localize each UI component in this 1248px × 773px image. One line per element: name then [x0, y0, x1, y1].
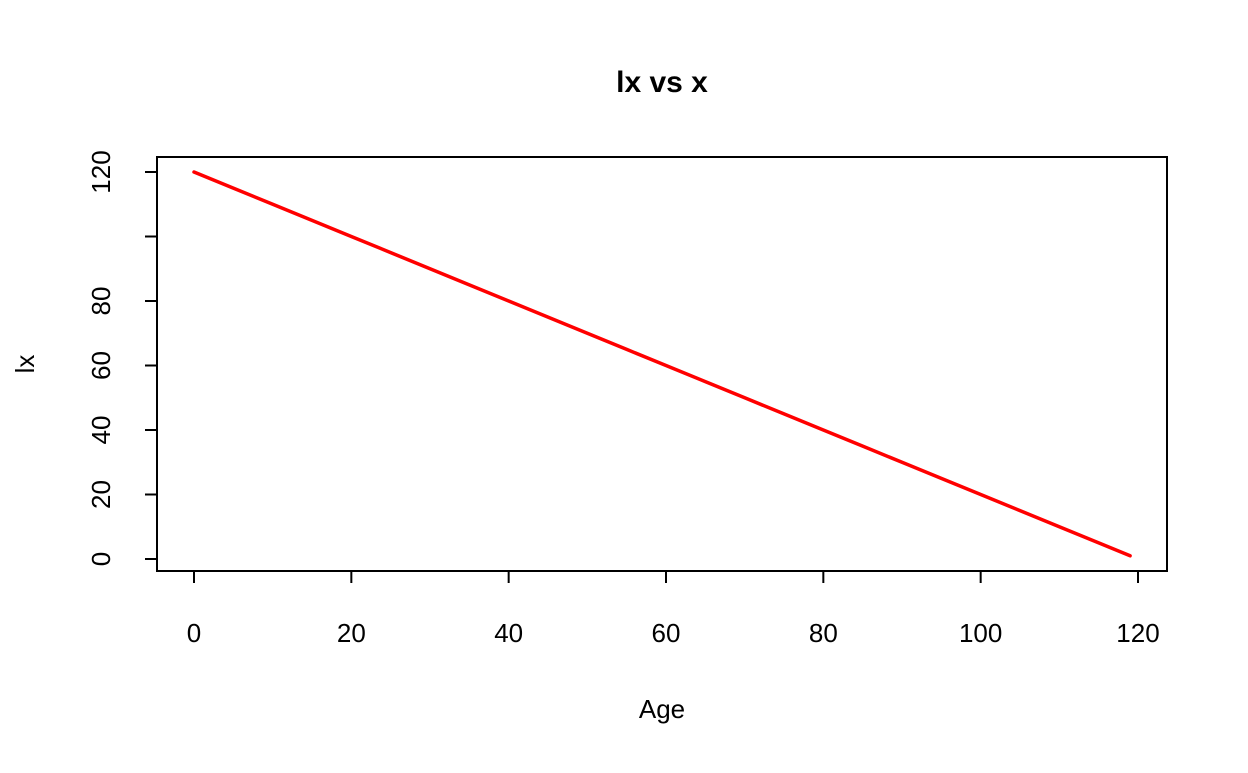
x-tick-label: 0 [187, 618, 201, 648]
x-tick-label: 60 [652, 618, 681, 648]
y-tick-label: 60 [86, 351, 116, 380]
y-axis-title: lx [10, 355, 40, 374]
y-tick-label: 80 [86, 287, 116, 316]
series-line [192, 170, 1132, 558]
chart-title: lx vs x [616, 66, 708, 99]
x-axis-title: Age [639, 694, 685, 724]
x-tick-label: 40 [494, 618, 523, 648]
x-tick-label: 80 [809, 618, 838, 648]
y-tick-label: 120 [86, 150, 116, 193]
y-tick-label: 40 [86, 416, 116, 445]
x-tick-label: 20 [337, 618, 366, 648]
x-axis: 0 20 40 60 80 100 120 [187, 571, 1160, 648]
x-tick-label: 120 [1116, 618, 1159, 648]
y-tick-label: 0 [86, 552, 116, 566]
plot-frame [156, 156, 1168, 572]
y-tick-label: 20 [86, 480, 116, 509]
series-layer [192, 170, 1132, 558]
y-axis: 0 20 40 60 80 120 [86, 150, 157, 566]
x-tick-label: 100 [959, 618, 1002, 648]
